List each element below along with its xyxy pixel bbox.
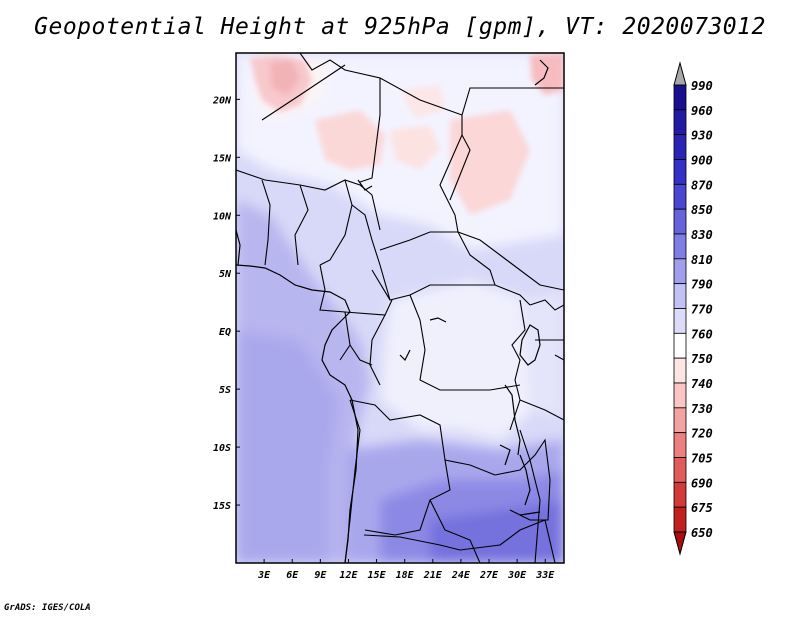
x-axis: 3E 6E 9E 12E 15E 18E 21E 24E 27E 30E 33E (257, 559, 555, 581)
x-tick-label: 6E (286, 570, 299, 581)
y-axis: 20N 15N 10N 5N EQ 5S 10S 15S (212, 95, 240, 512)
colorbar-swatch (673, 432, 687, 458)
colorbar: 990 960 930 900 870 850 830 810 790 770 760 750 740 7… (673, 61, 713, 556)
x-tick-label: 18E (396, 570, 415, 581)
x-tick-label: 24E (451, 570, 471, 581)
chart-title: Geopotential Height at 925hPa [gpm], VT:… (34, 14, 766, 40)
colorbar-level-label: 705 (691, 452, 713, 466)
y-tick-label: 5N (219, 269, 232, 280)
x-tick-label: 30E (507, 570, 527, 581)
footer-credit: GrADS: IGES/COLA (4, 603, 91, 613)
colorbar-level-label: 650 (691, 526, 713, 540)
colorbar-level-label: 730 (691, 402, 713, 416)
colorbar-swatch (673, 109, 687, 136)
colorbar-swatch (673, 134, 687, 160)
y-tick-label: 5S (219, 385, 231, 396)
coastlines (236, 59, 549, 563)
y-tick-label: 20N (212, 95, 232, 106)
colorbar-swatch (673, 457, 687, 483)
colorbar-swatch (673, 357, 687, 384)
x-tick-label: 15E (368, 570, 387, 581)
x-tick-label: 3E (257, 570, 271, 581)
colorbar-level-label: 830 (691, 228, 713, 242)
y-tick-label: 10N (213, 211, 232, 222)
colorbar-swatch (673, 183, 687, 210)
y-tick-label: 10S (213, 443, 231, 454)
colorbar-level-label: 740 (691, 377, 713, 391)
x-tick-label: 12E (339, 570, 358, 581)
colorbar-swatch (673, 481, 687, 508)
x-tick-label: 33E (535, 570, 555, 581)
colorbar-level-label: 930 (691, 129, 713, 143)
colorbar-level-label: 690 (691, 476, 713, 490)
y-tick-label: EQ (219, 327, 231, 338)
colorbar-level-label: 770 (691, 303, 713, 317)
colorbar-extend-min (673, 531, 687, 556)
colorbar-swatch (673, 506, 687, 533)
colorbar-swatch (673, 332, 687, 359)
colorbar-level-label: 675 (691, 501, 713, 515)
country-borders (236, 53, 564, 563)
height-field (236, 53, 564, 563)
x-tick-label: 9E (314, 570, 327, 581)
colorbar-level-label: 960 (691, 104, 713, 118)
colorbar-swatch (673, 258, 687, 285)
colorbar-swatch (673, 233, 687, 260)
y-tick-label: 15N (213, 153, 232, 164)
colorbar-swatch (673, 159, 687, 185)
x-tick-label: 21E (423, 570, 443, 581)
colorbar-level-label: 750 (691, 352, 713, 366)
colorbar-level-label: 900 (691, 154, 713, 168)
colorbar-level-label: 720 (691, 427, 713, 441)
y-tick-label: 15S (213, 501, 231, 512)
colorbar-swatch (673, 308, 687, 334)
plot-frame (235, 52, 565, 564)
colorbar-level-label: 760 (691, 327, 713, 341)
colorbar-level-label: 990 (691, 79, 713, 93)
colorbar-swatch (673, 382, 687, 409)
colorbar-level-label: 810 (691, 253, 713, 267)
colorbar-swatch (673, 283, 687, 309)
colorbar-swatch (673, 208, 687, 235)
colorbar-swatch (673, 84, 687, 111)
colorbar-level-label: 850 (691, 203, 713, 217)
colorbar-level-label: 870 (691, 178, 713, 192)
colorbar-extend-max (673, 61, 687, 86)
x-tick-label: 27E (479, 570, 499, 581)
colorbar-level-label: 790 (691, 278, 713, 292)
colorbar-swatch (673, 407, 687, 434)
